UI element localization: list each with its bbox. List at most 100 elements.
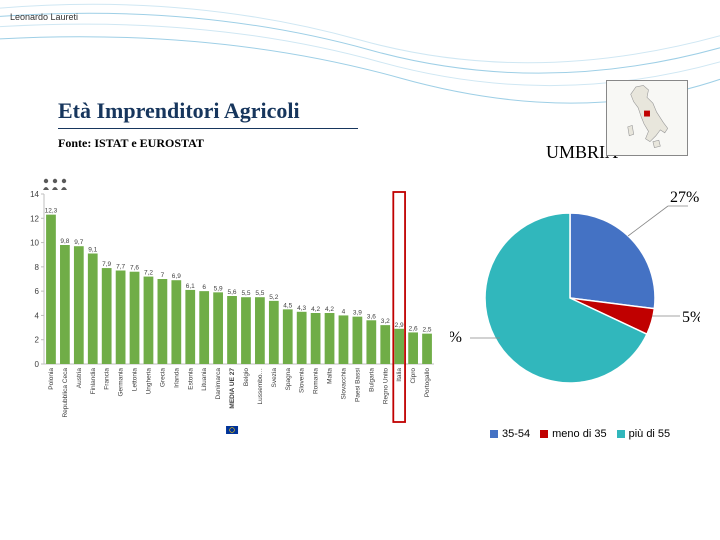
page-title: Età Imprenditori Agricoli [58,98,300,124]
bar-chart: 0246810121412,3Polonia9,8Repubblica Ceca… [20,176,440,434]
pie-chart: 27% 5% 68% [450,178,700,438]
svg-text:Spagna: Spagna [285,368,292,391]
svg-text:Repubblica Ceca: Repubblica Ceca [62,368,69,418]
svg-text:Portogallo: Portogallo [424,368,431,398]
legend-item: più di 55 [617,428,671,440]
bar [60,245,70,364]
bar [227,296,237,364]
svg-text:Romania: Romania [313,368,320,394]
svg-text:Italia: Italia [396,368,403,382]
pie-label-5: 5% [682,309,700,326]
svg-text:MEDIA UE 27: MEDIA UE 27 [229,368,236,409]
svg-text:7,2: 7,2 [144,270,153,277]
bar [422,334,432,364]
svg-text:Regno Unito: Regno Unito [382,368,389,405]
pie-slice [570,213,655,309]
bar [185,290,195,364]
svg-text:Austria: Austria [76,368,83,389]
svg-text:4,3: 4,3 [297,305,306,312]
bar [408,332,418,364]
bar [380,325,390,364]
svg-text:2,9: 2,9 [395,322,404,329]
svg-text:5,5: 5,5 [255,290,264,297]
bar [144,277,154,364]
svg-text:2,6: 2,6 [409,325,418,332]
italy-map-thumbnail [606,80,688,156]
legend-label: più di 55 [629,428,671,440]
svg-text:4: 4 [342,308,346,315]
svg-text:Paesi Bassi: Paesi Bassi [354,368,361,402]
svg-text:Lussembo…: Lussembo… [257,368,264,405]
author-label: Leonardo Laureti [10,12,78,22]
bar [394,329,404,364]
bar [158,279,168,364]
svg-text:5,9: 5,9 [214,285,223,292]
bar [199,291,209,364]
bar [325,313,335,364]
svg-text:Ungheria: Ungheria [145,368,152,395]
source-label: Fonte: ISTAT e EUROSTAT [58,136,204,151]
svg-text:7,9: 7,9 [102,261,111,268]
svg-text:Finlandia: Finlandia [90,368,97,395]
svg-text:10: 10 [30,239,39,248]
svg-text:9,1: 9,1 [88,247,97,254]
svg-text:Svezia: Svezia [271,368,278,388]
svg-text:2,5: 2,5 [423,327,432,334]
svg-text:7,7: 7,7 [116,264,125,271]
svg-text:6,9: 6,9 [172,273,181,280]
svg-text:3,9: 3,9 [353,310,362,317]
bar [339,315,349,364]
title-underline [58,128,358,129]
pie-label-27: 27% [670,189,699,206]
svg-text:4,5: 4,5 [283,302,292,309]
svg-text:4,2: 4,2 [325,306,334,313]
svg-text:2: 2 [35,336,40,345]
legend-item: 35-54 [490,428,530,440]
svg-text:Grecia: Grecia [159,368,166,388]
bar [213,292,223,364]
legend-label: meno di 35 [552,428,606,440]
svg-text:Germania: Germania [118,368,125,397]
legend-swatch [490,430,498,438]
bar [88,254,98,365]
legend-item: meno di 35 [540,428,606,440]
svg-text:Slovacchia: Slovacchia [340,368,347,400]
svg-text:Bulgaria: Bulgaria [368,368,375,392]
svg-text:12: 12 [30,214,39,223]
svg-text:9,7: 9,7 [74,239,83,246]
pie-legend: 35-54 meno di 35 più di 55 [490,428,670,440]
svg-text:Irlanda: Irlanda [173,368,180,388]
bar [366,320,376,364]
legend-label: 35-54 [502,428,530,440]
bar [283,309,293,364]
pie-label-68: 68% [450,329,462,346]
bar [130,272,140,364]
bar [269,301,279,364]
svg-text:4,2: 4,2 [311,306,320,313]
svg-text:4: 4 [35,311,40,320]
bar [311,313,321,364]
svg-text:5,2: 5,2 [269,294,278,301]
svg-text:7: 7 [161,272,165,279]
svg-text:8: 8 [35,263,40,272]
bar [353,317,363,364]
svg-text:Slovenia: Slovenia [299,368,306,393]
svg-text:Lettonia: Lettonia [132,368,139,392]
legend-swatch [617,430,625,438]
svg-text:6,1: 6,1 [186,283,195,290]
bar [171,280,181,364]
svg-text:Lituania: Lituania [201,368,208,391]
svg-text:7,6: 7,6 [130,265,139,272]
svg-text:6: 6 [202,284,206,291]
svg-text:9,8: 9,8 [60,238,69,245]
bar [102,268,112,364]
svg-text:Polonia: Polonia [48,368,55,390]
legend-swatch [540,430,548,438]
bar [255,297,265,364]
svg-text:14: 14 [30,190,39,199]
svg-text:12,3: 12,3 [45,208,58,215]
svg-text:3,6: 3,6 [367,313,376,320]
svg-text:Cipro: Cipro [410,368,417,384]
bar [241,297,251,364]
svg-text:3,2: 3,2 [381,318,390,325]
